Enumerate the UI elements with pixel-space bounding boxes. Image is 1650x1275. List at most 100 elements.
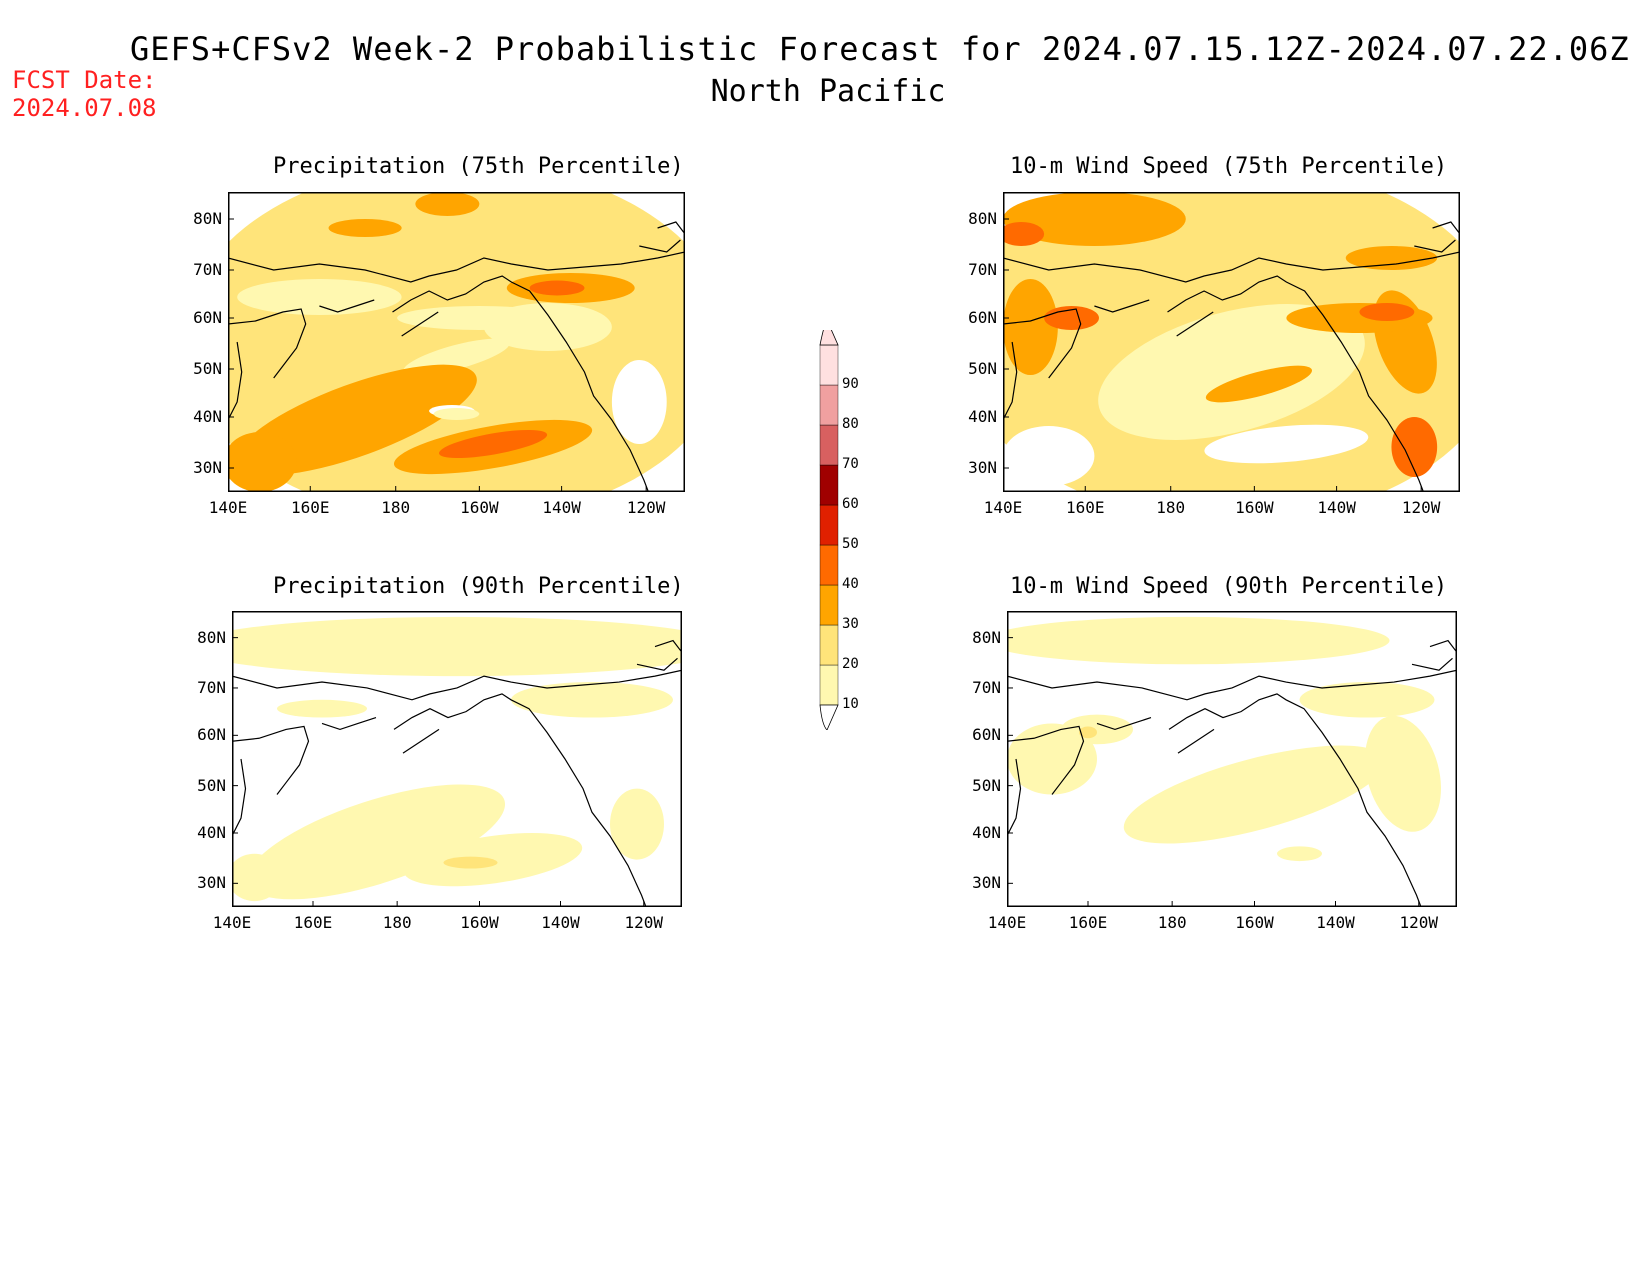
map-canvas [231, 611, 682, 907]
probability-contour-fill [1277, 846, 1322, 862]
lon-label: 160W [1235, 913, 1274, 932]
probability-contour-fill [328, 219, 402, 237]
probability-contour-fill [1286, 303, 1433, 333]
probability-contour-fill [1098, 304, 1365, 440]
coastline [1414, 239, 1456, 253]
coastline [654, 639, 682, 653]
coastline [1007, 669, 1457, 701]
colorbar-swatch [819, 384, 839, 426]
probability-contour-fill [1003, 192, 1186, 246]
lat-label: 60N [193, 308, 222, 327]
coastline [319, 299, 375, 313]
probability-contour-fill [1359, 303, 1415, 321]
lon-label: 140W [1317, 498, 1356, 517]
probability-contour-fill [228, 432, 297, 492]
probability-contour-fill [1345, 246, 1438, 270]
lat-label: 30N [972, 873, 1001, 893]
lon-label: 180 [1157, 913, 1187, 932]
map-canvas [227, 192, 685, 492]
lon-label: 160E [293, 913, 333, 932]
lat-label: 80N [968, 209, 997, 228]
lat-label: 60N [968, 308, 997, 327]
lat-label: 50N [193, 359, 222, 378]
map-frame [1003, 192, 1460, 492]
colorbar-swatch [819, 624, 839, 666]
colorbar-top-cap [819, 319, 839, 346]
coastline [232, 725, 310, 795]
colorbar-swatch [819, 344, 839, 386]
lon-label: 160W [1235, 498, 1274, 517]
probability-contour-fill [433, 408, 480, 420]
map-wind-90 [1006, 611, 1457, 911]
lon-label: 120W [1399, 913, 1439, 932]
lon-label: 120W [624, 913, 664, 932]
lon-label: 120W [626, 498, 666, 517]
lon-label: 160W [460, 498, 499, 517]
probability-contour-fill [1079, 726, 1097, 739]
map-frame [232, 611, 682, 907]
probability-contour-fill [1205, 365, 1312, 403]
lon-label: 140W [1316, 913, 1355, 932]
coastline [228, 308, 307, 379]
coastline [1177, 728, 1215, 754]
lon-label: 180 [1156, 498, 1186, 517]
probability-contour-fill [1003, 222, 1045, 246]
lat-label: 40N [197, 823, 226, 842]
coastline [232, 669, 682, 701]
lon-label: 160E [1065, 498, 1105, 517]
lon-label: 180 [382, 913, 412, 932]
probability-contour-fill [483, 303, 612, 351]
figure-subtitle: North Pacific [710, 74, 946, 109]
coastline [1168, 693, 1422, 907]
probability-contour-fill [511, 682, 673, 718]
coastline [228, 251, 685, 283]
colorbar-swatch [819, 504, 839, 546]
forecast-date-value: 2024.07.08 [12, 94, 157, 122]
lat-label: 80N [972, 627, 1001, 647]
lon-label: 120W [1401, 498, 1441, 517]
lon-label: 160W [460, 913, 499, 932]
colorbar-label: 10 [842, 696, 859, 712]
colorbar-swatch [819, 664, 839, 706]
colorbar-label: 30 [842, 616, 859, 632]
coastline [1003, 251, 1460, 283]
lat-label: 80N [197, 627, 226, 647]
panel-title-precip-90: Precipitation (90th Percentile) [273, 574, 684, 599]
lat-label: 30N [197, 873, 226, 893]
lat-label: 30N [193, 458, 222, 477]
forecast-date-label: FCST Date: [12, 66, 157, 94]
colorbar-label: 20 [842, 656, 859, 672]
probability-contour-fill [1003, 426, 1095, 486]
probability-contour-fill [1204, 424, 1369, 464]
lat-label: 70N [968, 260, 997, 279]
probability-contour-fill [235, 364, 477, 476]
lon-label: 140E [987, 913, 1027, 932]
colorbar-swatch [819, 584, 839, 626]
probability-contour-fill [1007, 723, 1097, 795]
map-precip-75 [227, 192, 685, 496]
probability-contour-fill [1003, 279, 1058, 375]
lat-label: 80N [193, 209, 222, 228]
colorbar-swatch [819, 464, 839, 506]
coastline [401, 311, 439, 337]
coastline [1007, 758, 1022, 837]
coastline [321, 716, 377, 731]
panel-title-wind-90: 10-m Wind Speed (90th Percentile) [1010, 574, 1448, 599]
probability-contour-fill [415, 192, 480, 216]
coastline [639, 239, 681, 253]
panel-title-precip-75: Precipitation (75th Percentile) [273, 154, 684, 179]
figure-title: GEFS+CFSv2 Week-2 Probabilistic Forecast… [130, 30, 1630, 68]
lat-label: 30N [968, 458, 997, 477]
probability-contour-fill [246, 784, 506, 900]
map-frame [1007, 611, 1457, 907]
coastline [1411, 657, 1453, 671]
map-canvas [1006, 611, 1457, 907]
lon-label: 140W [541, 913, 580, 932]
coastline [1007, 725, 1085, 795]
lat-label: 50N [972, 775, 1001, 795]
colorbar-label: 70 [842, 456, 859, 472]
coastline [1429, 639, 1457, 653]
lat-label: 40N [193, 407, 222, 426]
probability-contour-fill [277, 699, 367, 718]
colorbar-label: 50 [842, 536, 859, 552]
